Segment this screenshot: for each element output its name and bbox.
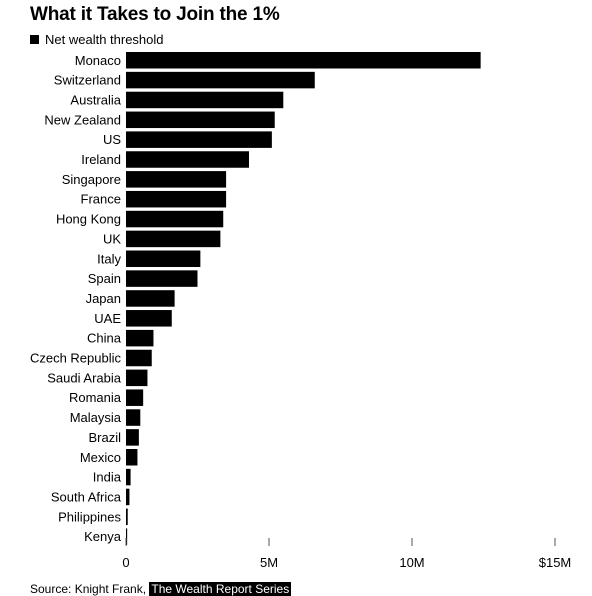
legend-swatch [30, 35, 39, 44]
bar [126, 449, 138, 466]
category-label: UAE [94, 311, 121, 326]
x-tick-label: 0 [122, 555, 129, 570]
bar [126, 508, 128, 526]
bar [126, 488, 130, 506]
bar [126, 250, 201, 267]
bar [126, 389, 144, 406]
category-label: China [87, 331, 122, 346]
category-label: Singapore [62, 172, 121, 187]
bar [126, 52, 481, 69]
bar [126, 131, 272, 148]
bar [126, 151, 249, 168]
x-tick-label: 10M [399, 555, 424, 570]
category-label: Japan [86, 291, 121, 306]
category-label: Ireland [81, 152, 121, 167]
bar [126, 91, 284, 109]
category-label: Czech Republic [30, 351, 122, 366]
category-label: Malaysia [70, 410, 122, 425]
bar [126, 369, 148, 387]
category-label: Romania [69, 390, 122, 405]
category-label: New Zealand [44, 112, 121, 127]
chart-title: What it Takes to Join the 1% [30, 4, 280, 25]
bar [126, 429, 139, 446]
category-label: Switzerland [54, 73, 121, 88]
bar [126, 190, 227, 208]
category-label: South Africa [51, 489, 122, 504]
bar [126, 111, 275, 129]
category-label: Philippines [58, 509, 121, 524]
category-label: Kenya [84, 529, 122, 544]
bar [126, 71, 315, 89]
x-tick-label: 5M [260, 555, 278, 570]
category-label: Mexico [80, 450, 121, 465]
category-label: Monaco [75, 53, 121, 68]
bar [126, 230, 221, 248]
legend: Net wealth threshold [30, 32, 164, 47]
bar-chart: Monaco Switzerland Australia New Zealand US I… [30, 52, 572, 570]
category-label: US [103, 132, 121, 147]
category-label: India [93, 470, 122, 485]
category-label: Saudi Arabia [47, 370, 121, 385]
bar [126, 329, 154, 347]
category-label: Australia [70, 92, 121, 107]
bar [126, 171, 227, 188]
category-label: France [81, 192, 121, 207]
bar [126, 468, 131, 486]
bar [126, 310, 172, 327]
category-label: UK [103, 231, 121, 246]
category-label: Spain [88, 271, 121, 286]
bar [126, 349, 152, 367]
bar [126, 290, 175, 307]
category-label: Italy [97, 251, 121, 266]
bar [126, 210, 224, 228]
legend-label: Net wealth threshold [45, 32, 164, 47]
source-note: Source: Knight Frank, The Wealth Report … [30, 582, 292, 596]
bar [126, 409, 141, 426]
category-label: Brazil [88, 430, 121, 445]
bar [126, 270, 198, 287]
x-tick-label: $15M [539, 555, 572, 570]
bar [126, 528, 128, 545]
source-link[interactable]: The Wealth Report Series [149, 582, 292, 596]
category-label: Hong Kong [56, 212, 121, 227]
source-text: Source: Knight Frank, [30, 582, 150, 596]
